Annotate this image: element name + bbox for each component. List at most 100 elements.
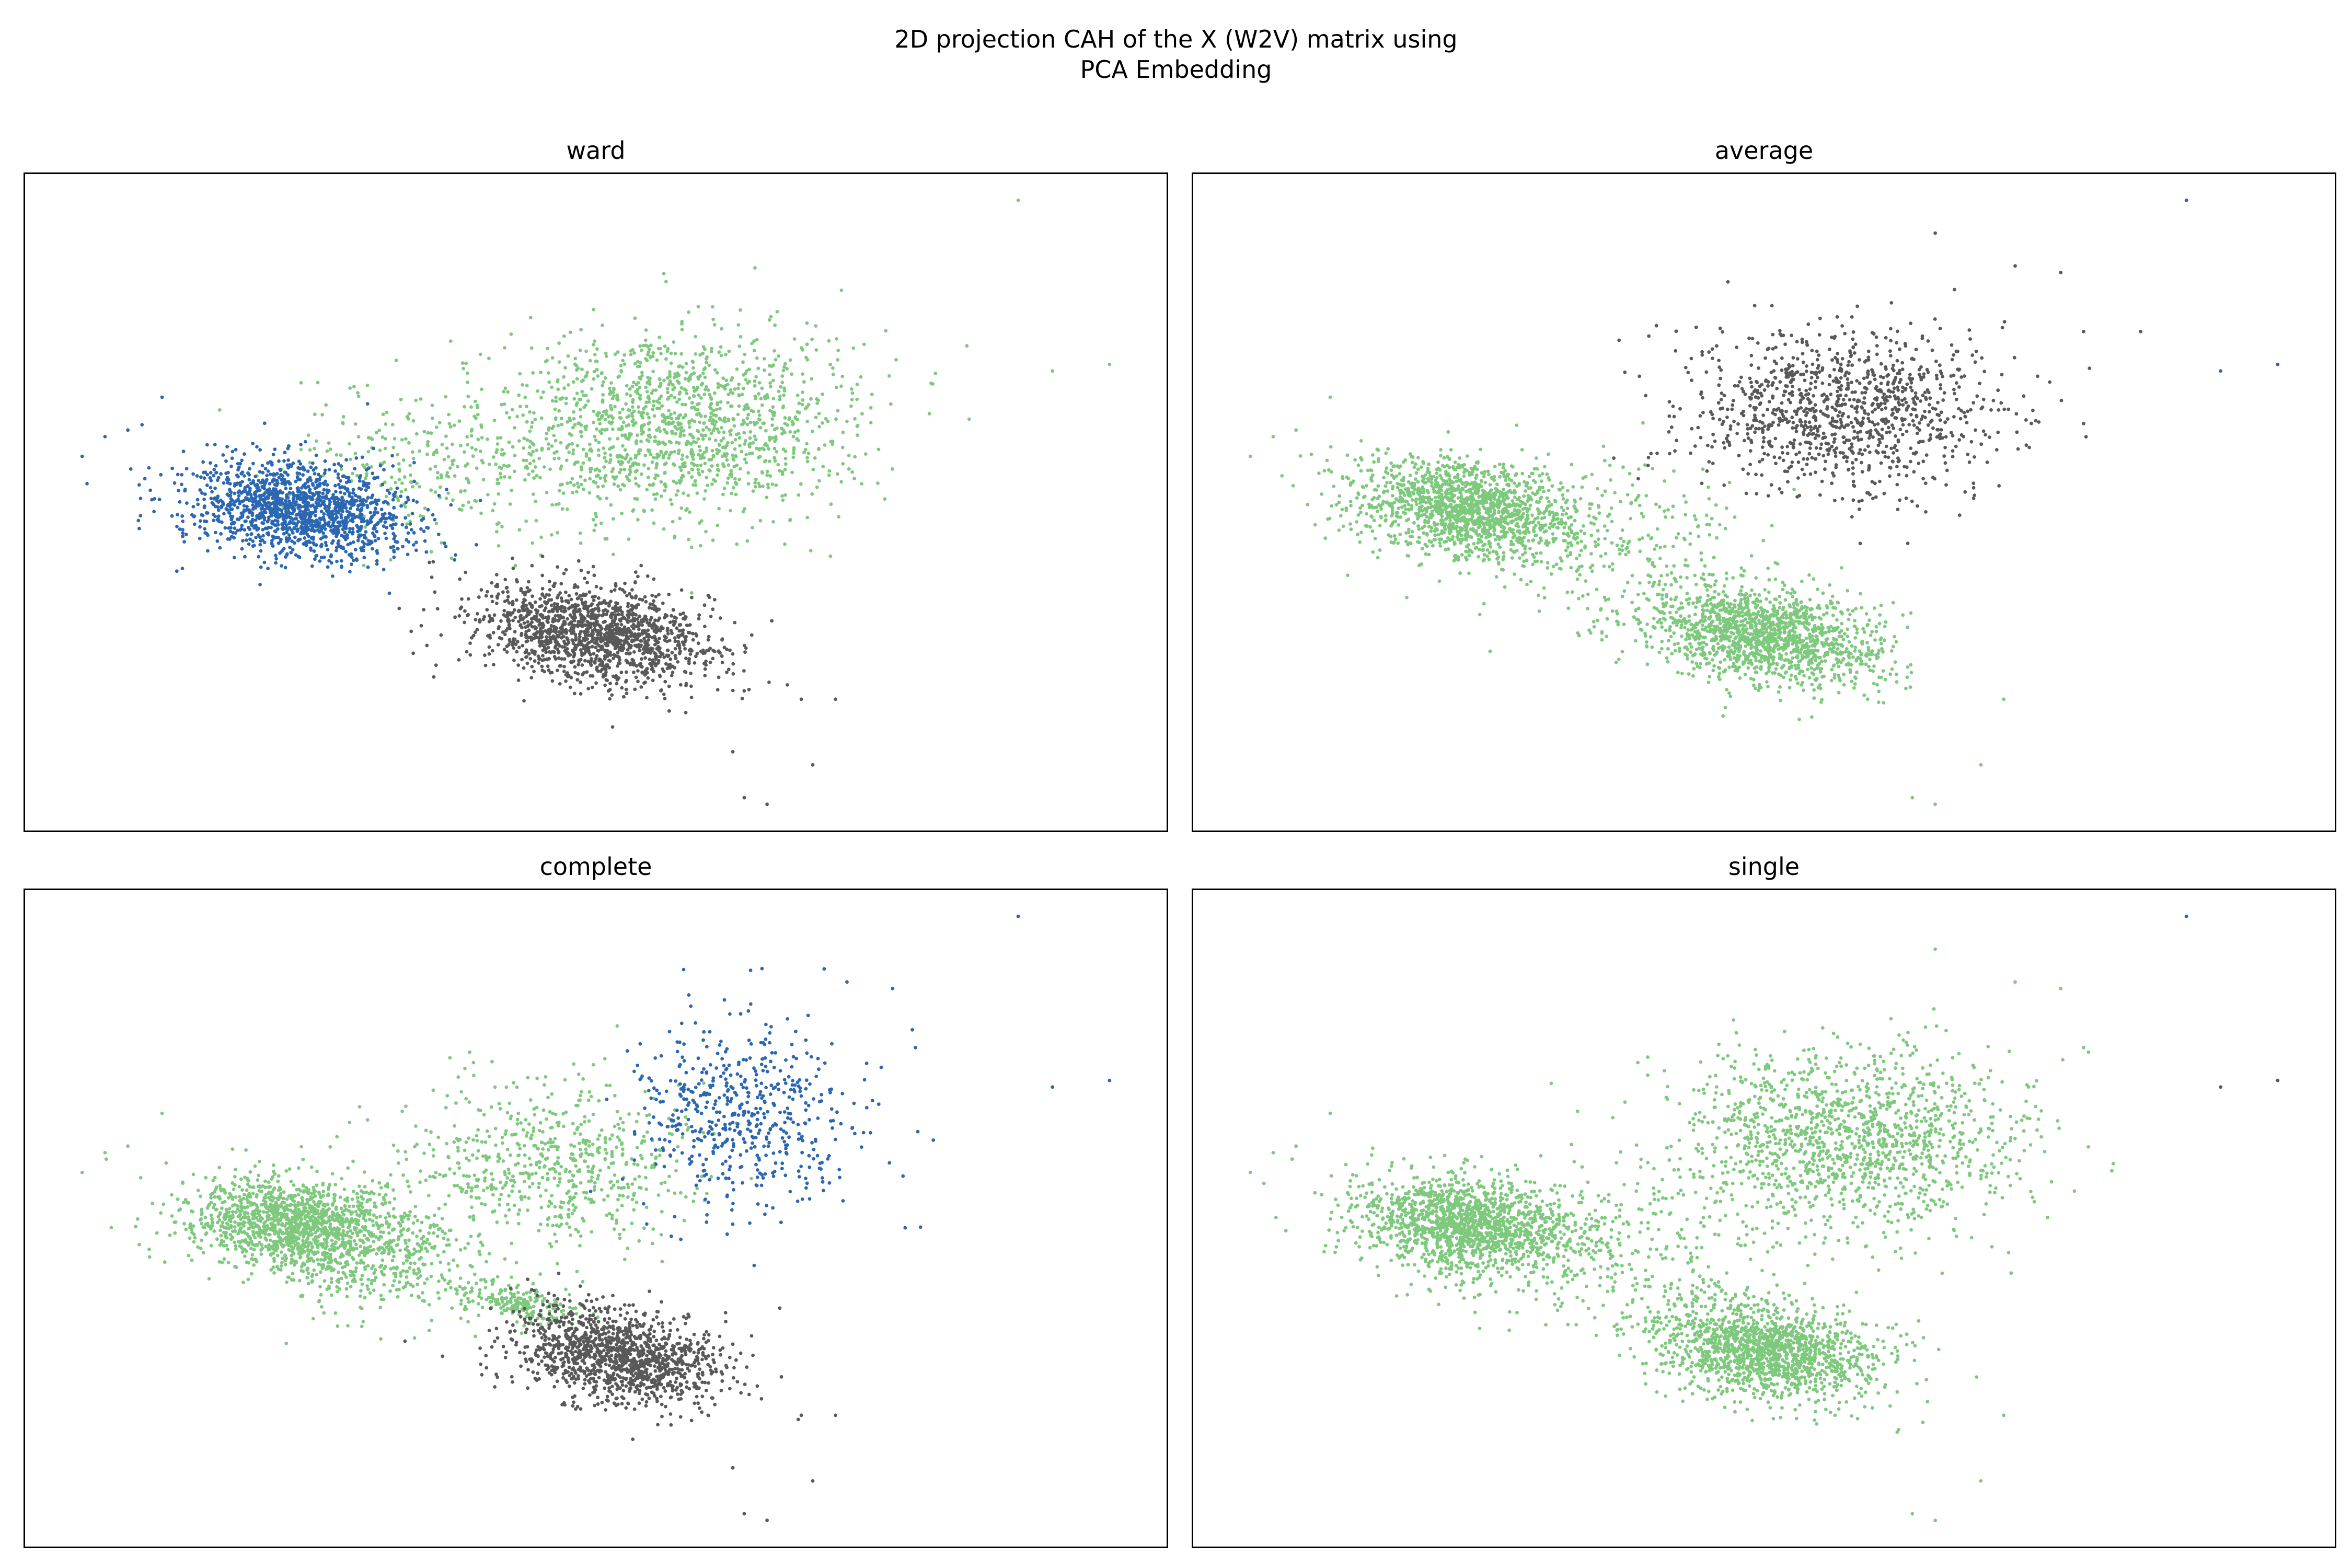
scatter-point xyxy=(811,1479,815,1483)
scatter-series-3 xyxy=(2184,914,2188,918)
plot-frame xyxy=(1192,172,2336,832)
scatter-points xyxy=(1280,421,1913,721)
subplot-title-ward: ward xyxy=(566,136,626,165)
subplot-title-average: average xyxy=(1714,136,1814,165)
scatter-series-1 xyxy=(217,198,1112,595)
scatter-point xyxy=(845,980,849,984)
scatter-point xyxy=(2219,1085,2222,1089)
scatter-point xyxy=(879,1065,883,1069)
scatter-point xyxy=(2082,421,2085,425)
scatter-point xyxy=(811,763,815,767)
scatter-point xyxy=(1108,1078,1112,1082)
scatter-point xyxy=(822,967,826,971)
scatter-point xyxy=(765,802,769,806)
subplot-title-single: single xyxy=(1728,852,1800,881)
scatter-point xyxy=(2082,1046,2085,1050)
scatter-point xyxy=(834,1413,837,1417)
scatter-points xyxy=(104,1024,753,1345)
scatter-point xyxy=(206,533,210,537)
scatter-series-3 xyxy=(2184,198,2280,373)
scatter-point xyxy=(2013,980,2017,984)
scatter-point xyxy=(126,428,130,432)
scatter-points xyxy=(1612,280,2092,546)
scatter-point xyxy=(1933,947,1937,951)
scatter-series-2 xyxy=(403,1271,837,1523)
scatter-point xyxy=(2013,264,2017,268)
scatter-points xyxy=(217,266,971,595)
scatter-point xyxy=(1979,763,1983,767)
scatter-series-2 xyxy=(397,555,837,806)
scatter-point xyxy=(1979,1479,1983,1483)
scatter-point xyxy=(2276,362,2280,366)
scatter-point xyxy=(365,1118,370,1122)
scatter-point xyxy=(411,651,415,655)
scatter-series-1 xyxy=(1248,395,2005,806)
scatter-point xyxy=(742,795,746,800)
scatter-points xyxy=(85,421,482,595)
scatter-plot-ward xyxy=(24,172,1168,832)
scatter-point xyxy=(2002,697,2005,701)
subplot-title-complete: complete xyxy=(539,852,652,881)
scatter-point xyxy=(103,435,107,439)
scatter-point xyxy=(1271,435,1275,439)
scatter-point xyxy=(1328,395,1332,399)
scatter-series-1 xyxy=(80,1024,753,1345)
scatter-series-2 xyxy=(1612,231,2143,546)
scatter-point xyxy=(799,697,803,701)
scatter-point xyxy=(834,697,837,701)
scatter-point xyxy=(2059,987,2063,990)
scatter-point xyxy=(160,1111,164,1115)
scatter-point xyxy=(1933,1518,1937,1523)
main-title-line2: PCA Embedding xyxy=(1080,55,1272,84)
scatter-point xyxy=(1051,1085,1054,1089)
scatter-series-3 xyxy=(80,395,482,595)
scatter-point xyxy=(1016,914,1020,918)
scatter-point xyxy=(1294,428,1298,432)
scatter-points xyxy=(403,1271,800,1442)
scatter-point xyxy=(2139,330,2143,333)
scatter-point xyxy=(742,1512,746,1516)
scatter-point xyxy=(1016,198,1020,202)
scatter-point xyxy=(891,987,895,990)
scatter-point xyxy=(2082,330,2085,333)
scatter-point xyxy=(1051,369,1054,373)
scatter-series-3 xyxy=(589,914,1112,1267)
scatter-point xyxy=(914,1046,917,1050)
scatter-point xyxy=(1933,802,1937,806)
scatter-point xyxy=(457,658,461,662)
scatter-point xyxy=(80,454,84,458)
scatter-point xyxy=(103,1151,107,1155)
scatter-point xyxy=(80,1170,84,1174)
scatter-point xyxy=(1933,231,1937,235)
scatter-point xyxy=(160,395,164,399)
scatter-point xyxy=(731,750,735,754)
scatter-points xyxy=(397,555,789,729)
scatter-point xyxy=(365,402,370,406)
scatter-point xyxy=(1910,795,1915,800)
scatter-plot-complete xyxy=(24,889,1168,1548)
scatter-point xyxy=(2219,369,2222,373)
scatter-point xyxy=(799,1413,803,1417)
scatter-point xyxy=(1271,1151,1275,1155)
scatter-point xyxy=(1248,454,1252,458)
scatter-point xyxy=(765,1518,769,1523)
scatter-point xyxy=(1248,1170,1252,1174)
scatter-point xyxy=(137,526,141,531)
scatter-series-1 xyxy=(1248,947,2115,1523)
scatter-point xyxy=(137,1242,141,1247)
scatter-point xyxy=(1910,1512,1915,1516)
scatter-point xyxy=(1328,1111,1332,1115)
main-title: 2D projection CAH of the X (W2V) matrix … xyxy=(0,24,2352,85)
scatter-point xyxy=(731,1466,735,1470)
scatter-point xyxy=(2184,914,2188,918)
scatter-points xyxy=(589,966,936,1267)
scatter-point xyxy=(126,1144,130,1148)
scatter-point xyxy=(1108,362,1112,366)
plot-frame xyxy=(24,172,1168,832)
scatter-plot-single xyxy=(1192,889,2336,1548)
plot-frame xyxy=(24,889,1168,1548)
scatter-points xyxy=(1262,1007,2115,1434)
scatter-point xyxy=(2184,198,2188,202)
scatter-point xyxy=(2276,1078,2280,1082)
